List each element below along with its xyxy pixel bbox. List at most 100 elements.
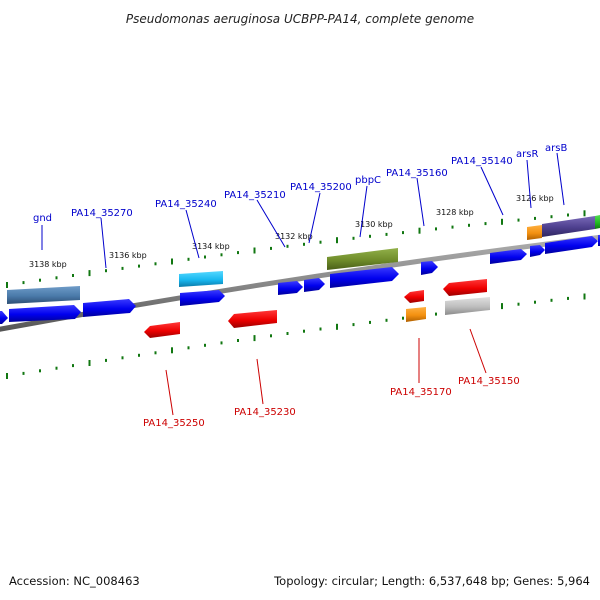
minor-tick bbox=[303, 329, 305, 333]
gene-right-edge[interactable] bbox=[595, 215, 600, 229]
tick-label-3136: 3136 kbp bbox=[109, 251, 147, 260]
gene-forward-arrow[interactable] bbox=[490, 249, 527, 264]
minor-tick bbox=[105, 269, 107, 273]
label-pa14-35140: PA14_35140 bbox=[451, 156, 513, 167]
gene-forward-arrow[interactable] bbox=[330, 267, 399, 288]
gene-forward-arrow[interactable] bbox=[9, 305, 81, 322]
minor-tick bbox=[220, 253, 223, 257]
gene-forward-arrow[interactable] bbox=[83, 299, 136, 317]
minor-tick bbox=[402, 316, 404, 320]
minor-tick bbox=[22, 281, 25, 285]
minor-tick bbox=[138, 353, 140, 357]
minor-tick bbox=[55, 276, 58, 280]
leader-pa14-35250 bbox=[165, 369, 174, 416]
gene-forward-arrow[interactable] bbox=[545, 236, 598, 254]
minor-tick bbox=[237, 251, 239, 255]
gene-gnd[interactable] bbox=[7, 286, 80, 304]
tick-label-3132: 3132 kbp bbox=[275, 232, 313, 241]
scale-labels: 3138 kbp 3136 kbp 3134 kbp 3132 kbp 3130… bbox=[29, 194, 554, 269]
minor-tick bbox=[138, 264, 140, 268]
gene-pa14-35240[interactable] bbox=[179, 271, 223, 287]
tick-label-3138: 3138 kbp bbox=[29, 260, 67, 269]
major-tick bbox=[88, 360, 91, 366]
tick-label-3128: 3128 kbp bbox=[436, 208, 474, 217]
gene-pa14-35150-feature[interactable] bbox=[445, 297, 490, 315]
forward-gene-labels: gnd PA14_35270 PA14_35240 PA14_35210 PA1… bbox=[33, 143, 567, 224]
minor-tick bbox=[286, 244, 289, 248]
label-pa14-35210: PA14_35210 bbox=[224, 190, 286, 201]
minor-tick bbox=[319, 327, 322, 331]
leader-pa14-35240 bbox=[185, 209, 200, 259]
gene-arsr[interactable] bbox=[527, 225, 542, 240]
major-tick bbox=[501, 218, 503, 225]
label-pa14-35200: PA14_35200 bbox=[290, 182, 352, 193]
major-tick bbox=[418, 227, 421, 234]
minor-tick bbox=[435, 227, 437, 231]
minor-tick bbox=[435, 312, 437, 316]
gene-pbpc[interactable] bbox=[327, 248, 398, 270]
minor-tick bbox=[534, 300, 536, 304]
major-tick bbox=[88, 270, 91, 277]
leader-pa14-35150 bbox=[469, 328, 487, 374]
major-tick bbox=[171, 258, 173, 265]
gene-forward-arrow[interactable] bbox=[421, 261, 438, 275]
major-tick bbox=[336, 237, 338, 244]
minor-tick bbox=[204, 255, 206, 259]
minor-tick bbox=[517, 302, 520, 306]
label-pa14-35250: PA14_35250 bbox=[143, 418, 205, 429]
minor-tick bbox=[550, 215, 553, 219]
minor-tick bbox=[237, 339, 239, 342]
major-tick bbox=[171, 347, 173, 354]
minor-tick bbox=[270, 334, 272, 338]
major-tick bbox=[583, 293, 586, 300]
gene-pa14-35170[interactable] bbox=[404, 290, 424, 303]
leader-arsr bbox=[526, 159, 532, 209]
minor-tick bbox=[286, 332, 289, 335]
minor-tick bbox=[369, 234, 371, 238]
tick-label-3126: 3126 kbp bbox=[516, 194, 554, 203]
minor-tick bbox=[39, 369, 41, 373]
minor-tick bbox=[352, 236, 355, 240]
leader-pa14-35200 bbox=[308, 192, 321, 244]
major-tick bbox=[583, 210, 586, 217]
leader-lines bbox=[41, 152, 565, 416]
minor-tick bbox=[517, 218, 520, 222]
leader-arsb bbox=[556, 152, 565, 206]
tick-label-3130: 3130 kbp bbox=[355, 220, 393, 229]
minor-tick bbox=[72, 274, 74, 277]
gene-forward-arrow[interactable] bbox=[0, 311, 8, 324]
minor-tick bbox=[204, 343, 206, 347]
major-tick bbox=[6, 282, 8, 288]
leader-pa14-35270 bbox=[100, 217, 107, 269]
leader-pa14-35230 bbox=[256, 358, 264, 405]
minor-tick bbox=[187, 257, 190, 261]
gene-arsb[interactable] bbox=[542, 216, 595, 237]
minor-tick bbox=[72, 364, 74, 368]
minor-tick bbox=[303, 242, 305, 246]
gene-pa14-35250[interactable] bbox=[144, 322, 180, 338]
gene-forward-arrow[interactable] bbox=[304, 278, 325, 292]
feature-track-upper bbox=[7, 215, 600, 304]
gene-forward-arrow[interactable] bbox=[278, 281, 303, 295]
scale-ticks-upper bbox=[6, 210, 586, 288]
gene-pa14-35170-feature[interactable] bbox=[406, 307, 426, 322]
gene-forward-arrow[interactable] bbox=[180, 290, 225, 306]
gene-forward-arrow[interactable] bbox=[530, 245, 545, 257]
label-arsr: arsR bbox=[516, 149, 538, 160]
topology-text: Topology: circular; Length: 6,537,648 bp… bbox=[274, 574, 590, 588]
minor-tick bbox=[154, 262, 157, 266]
minor-tick bbox=[484, 222, 487, 226]
gene-pa14-35230[interactable] bbox=[228, 310, 277, 328]
label-pa14-35170: PA14_35170 bbox=[390, 387, 452, 398]
minor-tick bbox=[385, 232, 388, 236]
minor-tick bbox=[55, 366, 58, 370]
minor-tick bbox=[352, 323, 355, 327]
leader-pa14-35140 bbox=[480, 166, 504, 216]
minor-tick bbox=[22, 371, 25, 375]
gene-pa14-35150[interactable] bbox=[443, 279, 487, 296]
leader-pbpc bbox=[359, 185, 368, 238]
label-pbpc: pbpC bbox=[355, 175, 381, 186]
minor-tick bbox=[220, 341, 223, 345]
minor-tick bbox=[451, 225, 454, 229]
